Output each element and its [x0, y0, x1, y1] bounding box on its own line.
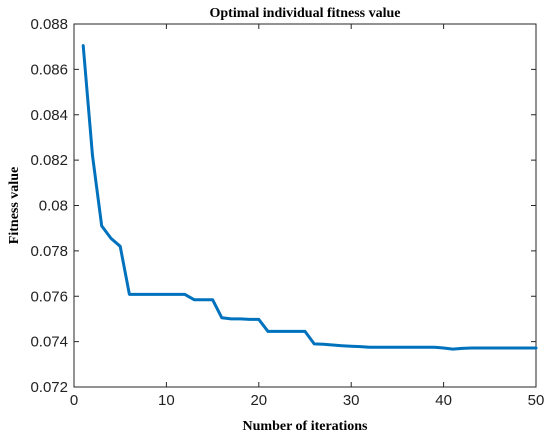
x-axis-label: Number of iterations: [243, 419, 368, 434]
y-tick-label: 0.084: [30, 107, 68, 124]
x-tick-label: 20: [250, 392, 267, 409]
chart-title: Optimal individual fitness value: [210, 6, 401, 21]
y-tick-label: 0.072: [30, 379, 68, 396]
plot-area-frame: [73, 23, 537, 388]
axis-tick-labels: 0 10 20 30 40 50 0.072 0.074 0.076 0.078 0.08 0.082…: [30, 16, 544, 409]
x-tick-label: 30: [343, 392, 360, 409]
y-tick-label: 0.08: [39, 198, 68, 215]
y-tick-label: 0.086: [30, 61, 68, 78]
y-axis-label: Fitness value: [7, 167, 22, 244]
x-tick-label: 40: [435, 392, 452, 409]
x-tick-label: 0: [70, 392, 78, 409]
y-tick-label: 0.078: [30, 243, 68, 260]
y-tick-label: 0.082: [30, 152, 68, 169]
fitness-series-line: [81, 44, 538, 351]
axis-ticks: [73, 23, 537, 388]
y-tick-label: 0.074: [30, 334, 68, 351]
y-tick-label: 0.088: [30, 16, 68, 33]
y-tick-label: 0.076: [30, 288, 68, 305]
x-tick-label: 50: [528, 392, 545, 409]
x-tick-label: 10: [158, 392, 175, 409]
